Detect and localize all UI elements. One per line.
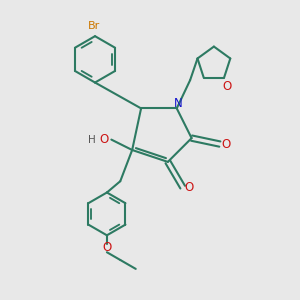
Text: O: O bbox=[222, 80, 232, 93]
Text: O: O bbox=[184, 181, 194, 194]
Text: N: N bbox=[174, 97, 183, 110]
Text: O: O bbox=[102, 241, 112, 254]
Text: O: O bbox=[99, 133, 109, 146]
Text: Br: Br bbox=[87, 21, 100, 31]
Text: O: O bbox=[222, 138, 231, 151]
Text: H: H bbox=[88, 135, 96, 145]
